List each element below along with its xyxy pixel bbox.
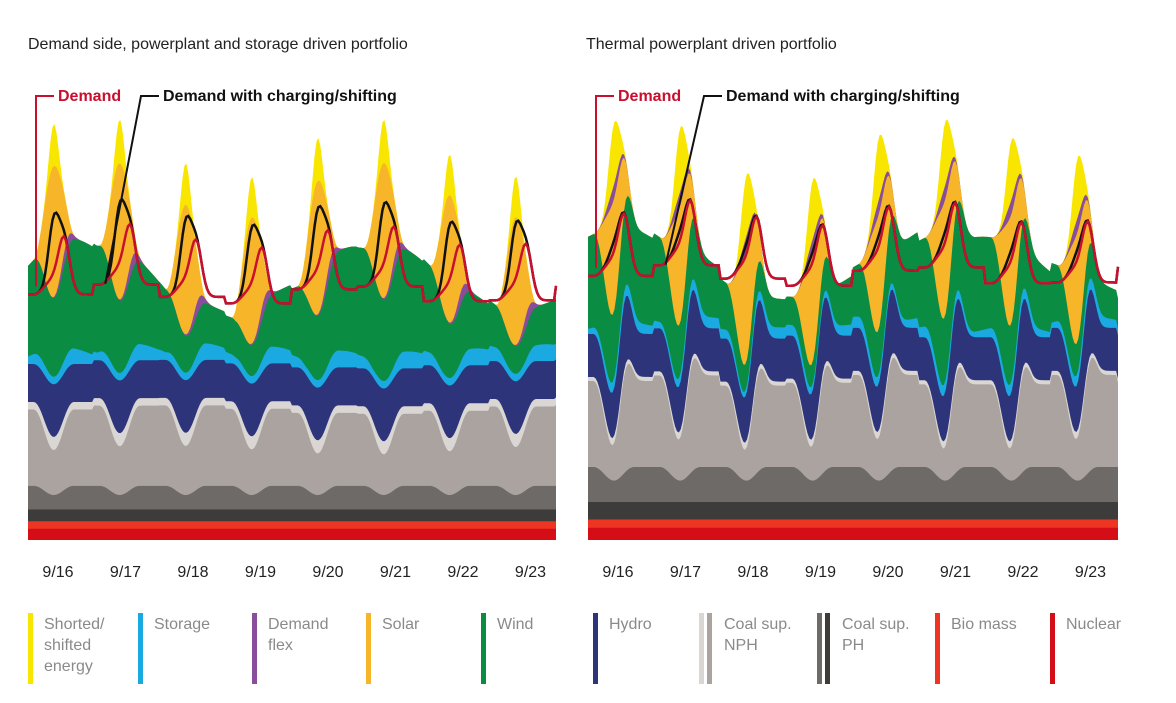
legend-swatch [252,613,257,684]
x-tick-label: 9/16 [42,564,73,581]
legend-label: Bio mass [951,616,1017,633]
legend-swatch [817,613,822,684]
legend-label: Hydro [609,616,652,633]
x-tick-label: 9/21 [940,564,971,581]
legend-swatch [481,613,486,684]
annotation-demand: Demand [618,88,681,105]
annotation-demand-leader [35,95,54,287]
legend-label: Coal sup. NPH [724,616,792,654]
panel-title: Thermal powerplant driven portfolio [586,36,837,53]
legend-item: Nuclear [1050,613,1122,684]
legend-item: Solar [366,613,420,684]
legend-label: Demand flex [268,616,328,654]
x-tick-label: 9/23 [515,564,546,581]
annotation-charging: Demand with charging/shifting [726,88,960,105]
legend-item: Coal sup. PH [817,613,910,684]
x-tick-label: 9/22 [1007,564,1038,581]
x-tick-label: 9/16 [602,564,633,581]
annotation-charging-leader [664,95,722,265]
legend-item: Bio mass [935,613,1017,684]
x-tick-label: 9/19 [805,564,836,581]
area-nuclear [588,527,1118,540]
legend-label: Coal sup. PH [842,616,910,654]
legend-swatch [825,613,830,684]
x-tick-label: 9/20 [872,564,903,581]
x-tick-label: 9/17 [110,564,141,581]
legend-item: Coal sup. NPH [699,613,792,684]
legend-label: Shorted/shifted energy [44,616,105,675]
panel-title: Demand side, powerplant and storage driv… [28,36,408,53]
annotation-demand-leader [595,95,614,268]
chart-panel-storage: Demand side, powerplant and storage driv… [28,36,558,581]
x-tick-label: 9/17 [670,564,701,581]
legend-label: Storage [154,616,210,633]
legend-item: Demand flex [252,613,328,684]
x-tick-label: 9/19 [245,564,276,581]
legend-label: Solar [382,616,420,633]
legend-item: Hydro [593,613,652,684]
legend-item: Wind [481,613,533,684]
annotation-charging: Demand with charging/shifting [163,88,397,105]
x-tick-label: 9/18 [177,564,208,581]
legend-swatch [593,613,598,684]
legend-label: Nuclear [1066,616,1122,633]
x-tick-label: 9/20 [312,564,343,581]
area-nuclear [28,528,556,540]
legend-swatch [699,613,704,684]
legend-swatch [28,613,33,684]
legend-item: Shorted/shifted energy [28,613,105,684]
x-tick-label: 9/21 [380,564,411,581]
line-demand [28,222,558,305]
legend-swatch [1050,613,1055,684]
x-tick-label: 9/23 [1075,564,1106,581]
x-tick-label: 9/18 [737,564,768,581]
annotation-demand: Demand [58,88,121,105]
chart-panel-thermal: Thermal powerplant driven portfolio Deman… [586,36,1120,581]
legend-swatch [366,613,371,684]
line-demand [588,198,1120,287]
annotation-charging-leader [104,95,159,284]
legend-swatch [935,613,940,684]
legend-swatch [707,613,712,684]
legend-swatch [138,613,143,684]
legend-item: Storage [138,613,210,684]
x-tick-label: 9/22 [447,564,478,581]
legend-label: Wind [497,616,533,633]
